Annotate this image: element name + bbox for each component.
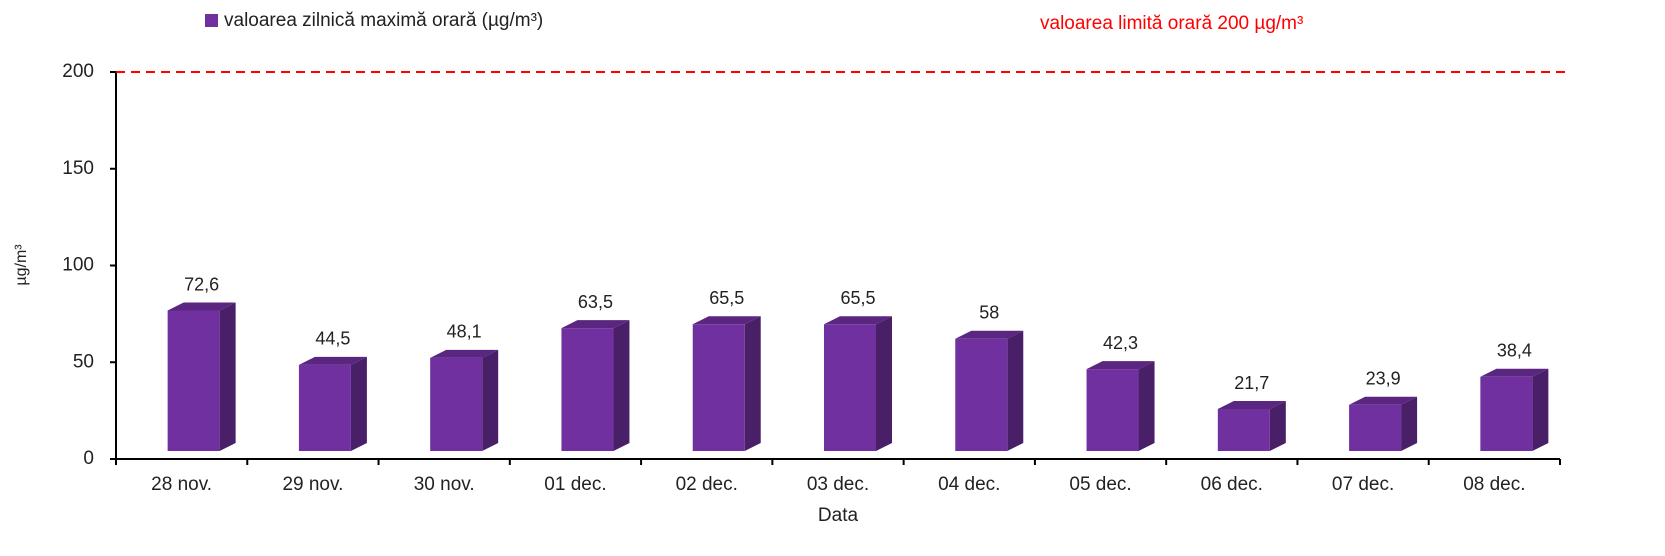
value-label: 48,1 (447, 322, 482, 342)
bar-front (430, 357, 483, 451)
bar-side (613, 320, 630, 451)
y-tick-label: 150 (62, 158, 94, 179)
bar-top (1349, 396, 1418, 405)
y-tick-label: 200 (62, 61, 94, 82)
bar (824, 316, 892, 451)
y-tick-label: 50 (73, 351, 94, 372)
bar-side (482, 349, 499, 451)
bar (167, 302, 236, 451)
value-label: 21,7 (1234, 373, 1269, 393)
bar-top (1086, 361, 1155, 370)
bar-top (955, 330, 1024, 339)
x-tick-label: 04 dec. (938, 474, 1000, 495)
x-tick-label: 05 dec. (1069, 474, 1131, 495)
x-axis-title: Data (818, 505, 859, 526)
bar-side (876, 316, 892, 451)
bar-top (692, 316, 761, 325)
bar-side (1532, 368, 1549, 451)
bar-top (824, 316, 892, 325)
bar-side (744, 316, 761, 451)
bar-front (561, 328, 614, 451)
legend-label: valoarea zilnică maximă orară (µg/m³) (224, 10, 543, 31)
bar (561, 320, 630, 451)
bar-top (1480, 368, 1549, 377)
bar (1086, 361, 1155, 451)
x-tick-label: 03 dec. (807, 474, 869, 495)
x-tick-label: 01 dec. (544, 474, 606, 495)
value-label: 42,3 (1103, 333, 1138, 353)
bar (1480, 368, 1549, 451)
value-label: 44,5 (315, 329, 350, 349)
value-label: 63,5 (578, 292, 613, 312)
bar-top (1217, 401, 1286, 410)
bar-front (298, 364, 351, 451)
bar-side (219, 302, 236, 451)
legend-swatch (205, 14, 218, 27)
x-tick-label: 29 nov. (282, 474, 343, 495)
y-axis-title: µg/m³ (13, 244, 30, 286)
bar-side (350, 356, 367, 451)
bar-front (955, 338, 1008, 451)
bar (430, 349, 499, 451)
bar-top (430, 349, 499, 358)
x-tick-label: 30 nov. (414, 474, 475, 495)
bar-top (561, 320, 630, 329)
bar-side (1007, 330, 1024, 451)
x-tick-label: 02 dec. (676, 474, 738, 495)
x-tick-label: 28 nov. (151, 474, 212, 495)
value-label: 65,5 (709, 288, 744, 308)
bar-side (1269, 401, 1286, 451)
bar-top (167, 302, 236, 311)
x-tick-label: 06 dec. (1201, 474, 1263, 495)
bar-side (1401, 396, 1418, 451)
value-label: 58 (979, 303, 999, 323)
value-label: 23,9 (1366, 369, 1401, 389)
bar-front (1217, 409, 1270, 451)
bar-front (1480, 376, 1533, 451)
x-tick-label: 08 dec. (1463, 474, 1525, 495)
bar-front (824, 324, 876, 451)
bar (1349, 396, 1418, 451)
y-tick-label: 100 (62, 255, 94, 276)
bar-front (1086, 369, 1139, 451)
bar (298, 356, 367, 451)
value-label: 72,6 (184, 274, 219, 294)
bar-side (1138, 361, 1155, 451)
value-label: 38,4 (1497, 340, 1532, 360)
bar-front (692, 324, 745, 451)
x-tick-label: 07 dec. (1332, 474, 1394, 495)
value-label: 65,5 (840, 288, 875, 308)
y-tick-label: 0 (83, 448, 94, 469)
bar-front (167, 310, 220, 451)
bar (1217, 401, 1286, 451)
bar-top (298, 356, 367, 365)
reference-label: valoarea limită orară 200 µg/m³ (1040, 13, 1303, 34)
bar (692, 316, 761, 451)
bar-front (1349, 404, 1402, 451)
bar (955, 330, 1024, 451)
